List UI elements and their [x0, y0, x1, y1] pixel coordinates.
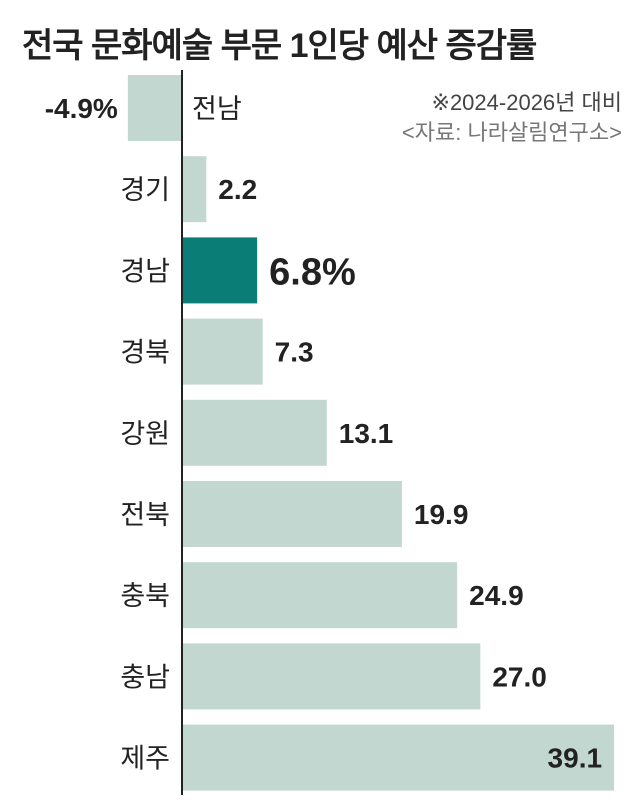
category-label: 충남 — [120, 662, 170, 692]
data-label: 19.9 — [414, 499, 469, 530]
chart-title: 전국 문화예술 부문 1인당 예산 증감률 — [22, 27, 537, 65]
data-label: 27.0 — [492, 661, 546, 692]
category-label: 경남 — [120, 256, 170, 286]
category-label: 제주 — [120, 744, 170, 774]
bar-0 — [127, 75, 182, 141]
category-label: 강원 — [120, 419, 170, 449]
category-label: 경북 — [120, 338, 170, 368]
bar-7 — [182, 643, 481, 710]
bar-2 — [182, 237, 258, 304]
chart-note: ※2024-2026년 대비 <자료: 나라살림연구소> — [402, 88, 622, 148]
category-label: 경기 — [120, 175, 170, 205]
data-label: 7.3 — [275, 337, 314, 368]
category-label: 전북 — [120, 500, 170, 530]
bar-1 — [182, 156, 207, 223]
data-label: 39.1 — [548, 743, 603, 774]
bar-5 — [182, 481, 402, 547]
category-label: 충북 — [120, 581, 170, 611]
bar-4 — [182, 399, 327, 466]
period-note: ※2024-2026년 대비 — [431, 90, 622, 115]
data-label: 6.8% — [269, 251, 356, 293]
data-label: 2.2 — [218, 174, 257, 205]
bar-8 — [182, 724, 615, 791]
category-label: 전남 — [192, 94, 242, 124]
bar-3 — [182, 318, 263, 385]
data-label: 13.1 — [339, 418, 394, 449]
data-label: 24.9 — [469, 580, 524, 611]
source-note: <자료: 나라살림연구소> — [401, 120, 622, 145]
bar-6 — [182, 562, 458, 629]
data-label: -4.9% — [45, 93, 118, 124]
